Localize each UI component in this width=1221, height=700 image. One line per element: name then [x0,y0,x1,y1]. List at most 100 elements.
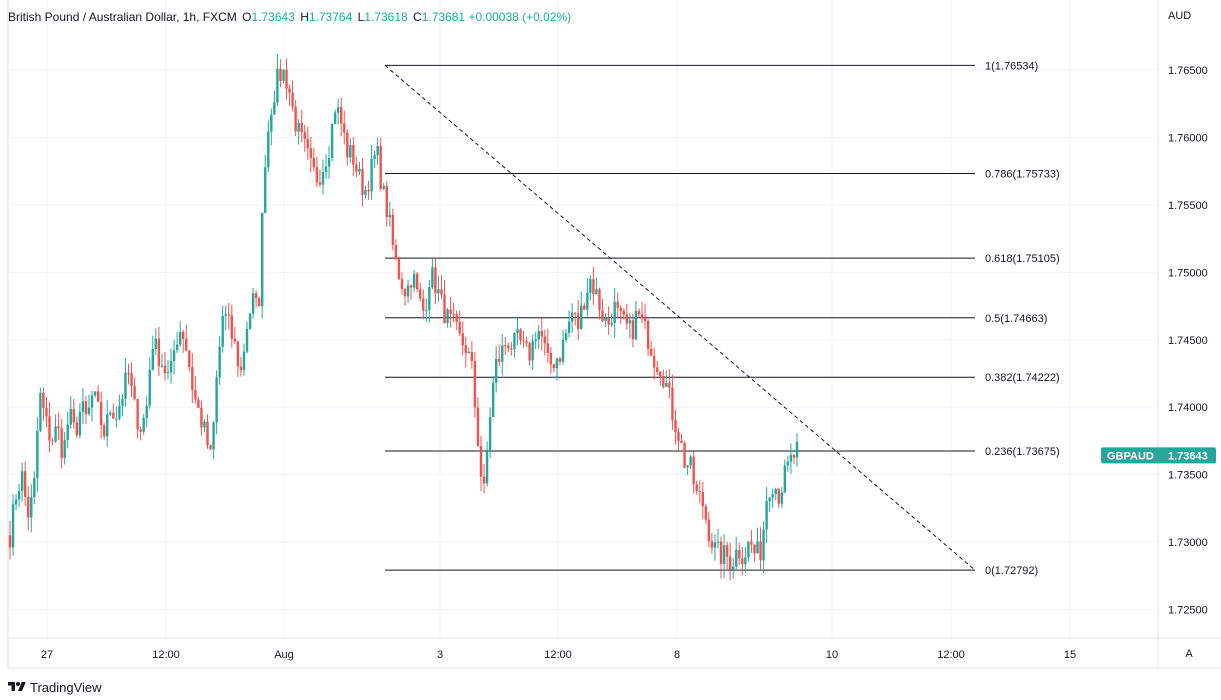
candle-body[interactable] [14,499,18,505]
candle-body[interactable] [112,412,115,419]
candle-body[interactable] [288,88,291,93]
candle-body[interactable] [728,556,732,570]
candle-body[interactable] [470,351,474,362]
candle-body[interactable] [412,273,416,288]
candle-body[interactable] [707,519,711,542]
candle-body[interactable] [163,365,167,374]
candle-body[interactable] [446,309,449,324]
candle-body[interactable] [649,348,653,356]
candle-body[interactable] [99,401,103,426]
candle-body[interactable] [756,541,759,554]
candle-body[interactable] [643,318,647,321]
candle-body[interactable] [197,399,200,408]
candle-body[interactable] [610,322,613,325]
candle-body[interactable] [762,529,765,561]
candle-body[interactable] [491,382,495,417]
candle-body[interactable] [722,545,726,564]
candle-body[interactable] [719,541,723,564]
candle-body[interactable] [783,465,787,493]
footer[interactable]: TradingView [8,676,102,698]
candle-body[interactable] [674,419,677,433]
candle-body[interactable] [607,317,610,325]
candle-body[interactable] [230,315,234,339]
candle-body[interactable] [768,497,771,501]
candle-body[interactable] [516,329,519,334]
candle-body[interactable] [634,310,638,340]
candle-body[interactable] [242,351,246,371]
candle-body[interactable] [628,320,632,324]
candle-body[interactable] [589,279,592,293]
candle-body[interactable] [555,358,559,369]
candle-body[interactable] [479,446,483,477]
candle-body[interactable] [735,549,738,567]
candle-body[interactable] [370,158,373,192]
candle-body[interactable] [625,314,629,324]
candle-body[interactable] [665,382,668,387]
candle-body[interactable] [461,333,464,346]
candle-body[interactable] [333,112,337,124]
candle-body[interactable] [352,145,355,165]
candle-body[interactable] [765,500,768,530]
candle-body[interactable] [115,418,118,420]
candle-body[interactable] [419,289,422,299]
candle-body[interactable] [701,492,705,507]
candle-body[interactable] [759,541,762,561]
candle-body[interactable] [312,157,316,168]
candle-body[interactable] [218,346,221,378]
candle-body[interactable] [731,566,735,570]
candle-body[interactable] [488,416,492,450]
candle-body[interactable] [185,338,188,351]
candle-body[interactable] [561,339,565,362]
candle-body[interactable] [17,490,21,500]
candle-body[interactable] [400,279,404,290]
candle-body[interactable] [501,345,504,362]
candle-body[interactable] [343,123,346,133]
candle-body[interactable] [321,171,325,185]
candle-body[interactable] [519,329,522,341]
candle-body[interactable] [440,289,443,295]
candle-body[interactable] [704,506,708,520]
candle-body[interactable] [725,545,729,557]
candle-body[interactable] [437,289,440,294]
candle-body[interactable] [324,166,328,172]
candle-body[interactable] [133,386,136,400]
candle-body[interactable] [81,401,85,412]
candle-body[interactable] [792,455,796,458]
candle-body[interactable] [613,301,616,323]
candle-body[interactable] [713,542,717,548]
candle-body[interactable] [604,317,607,322]
candle-body[interactable] [774,488,777,495]
candle-body[interactable] [689,456,692,466]
candle-body[interactable] [409,285,413,288]
candle-body[interactable] [656,367,659,373]
candle-body[interactable] [276,68,279,103]
candle-body[interactable] [458,321,461,334]
candle-body[interactable] [428,287,431,310]
candle-body[interactable] [63,440,66,458]
candle-body[interactable] [683,443,686,468]
candle-body[interactable] [601,310,604,322]
candle-body[interactable] [139,429,142,432]
candle-body[interactable] [558,358,562,362]
candle-body[interactable] [245,328,249,352]
candle-body[interactable] [455,314,458,322]
candle-body[interactable] [20,471,24,491]
candle-body[interactable] [640,314,644,319]
candle-body[interactable] [415,273,419,290]
candle-body[interactable] [659,372,662,377]
candle-body[interactable] [692,456,695,485]
candle-body[interactable] [738,549,741,559]
candle-body[interactable] [388,214,392,218]
candle-body[interactable] [652,355,656,368]
candle-body[interactable] [494,358,498,383]
candle-body[interactable] [261,212,264,307]
candle-body[interactable] [96,391,100,402]
candle-body[interactable] [306,138,309,149]
candle-body[interactable] [340,107,343,124]
candle-body[interactable] [11,504,15,548]
candle-body[interactable] [540,331,543,337]
candle-body[interactable] [598,289,601,311]
price-badge[interactable] [1101,447,1216,464]
candle-body[interactable] [257,298,261,307]
